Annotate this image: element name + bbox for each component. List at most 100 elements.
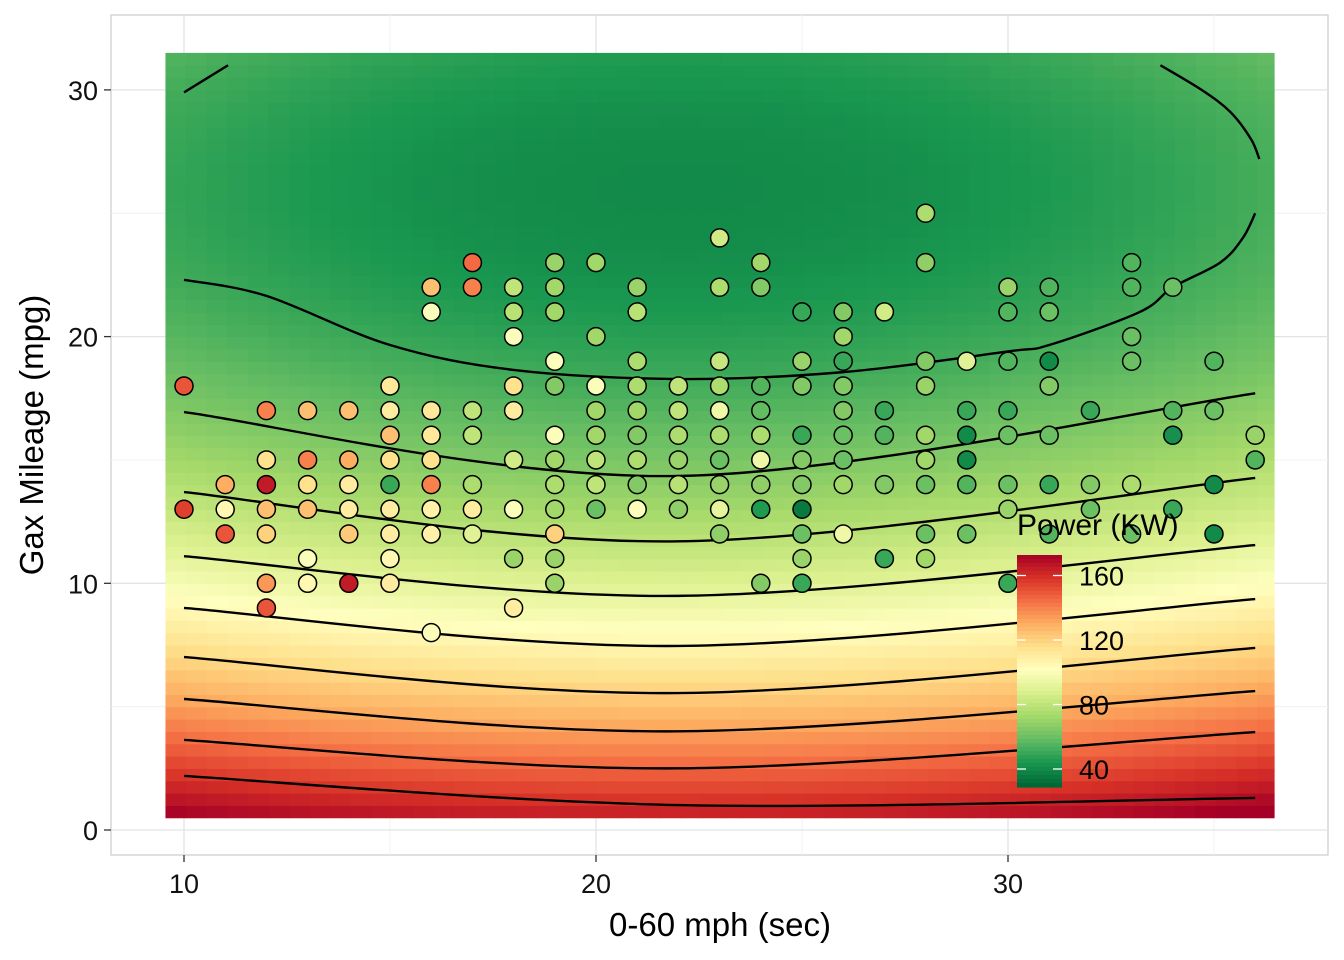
surface-cell [165, 324, 187, 338]
surface-cell [886, 77, 908, 91]
surface-cell [742, 163, 764, 177]
surface-cell [701, 718, 723, 732]
surface-cell [1195, 422, 1217, 436]
surface-cell [536, 324, 558, 338]
surface-cell [1092, 213, 1114, 227]
surface-cell [701, 731, 723, 745]
surface-cell [515, 65, 537, 79]
surface-cell [453, 459, 476, 473]
surface-cell [412, 114, 434, 128]
surface-cell [1092, 780, 1114, 794]
surface-cell [968, 89, 991, 103]
surface-cell [289, 768, 311, 782]
surface-cell [989, 459, 1011, 473]
surface-cell [783, 657, 805, 671]
surface-cell [1174, 385, 1197, 399]
surface-cell [680, 151, 702, 165]
surface-cell [762, 706, 785, 720]
surface-cell [598, 780, 620, 794]
surface-cell [1113, 607, 1135, 621]
surface-cell [1154, 755, 1176, 769]
surface-cell [845, 509, 867, 523]
surface-cell [1133, 780, 1155, 794]
surface-cell [577, 558, 599, 572]
surface-cell [165, 657, 187, 671]
surface-cell [536, 706, 558, 720]
surface-cell [330, 213, 352, 227]
surface-cell [433, 250, 455, 264]
surface-cell [433, 706, 455, 720]
surface-cell [845, 102, 867, 116]
surface-cell [515, 213, 537, 227]
data-point [462, 425, 483, 446]
surface-cell [495, 706, 517, 720]
surface-cell [186, 336, 208, 350]
surface-cell [845, 114, 867, 128]
surface-cell [371, 632, 393, 646]
surface-cell [948, 299, 970, 313]
surface-cell [1174, 348, 1197, 362]
surface-cell [1030, 213, 1052, 227]
surface-cell [247, 373, 270, 387]
surface-cell [1174, 669, 1197, 683]
surface-cell [1257, 657, 1275, 671]
colorbar-segment [1017, 579, 1062, 584]
surface-cell [453, 299, 476, 313]
surface-cell [762, 311, 785, 325]
surface-cell [371, 287, 393, 301]
surface-cell [845, 805, 867, 819]
surface-cell [165, 361, 187, 375]
surface-cell [392, 237, 414, 251]
surface-cell [886, 496, 908, 510]
surface-cell [598, 102, 620, 116]
surface-cell [556, 52, 579, 66]
surface-cell [598, 188, 620, 202]
surface-cell [948, 89, 970, 103]
surface-cell [206, 558, 228, 572]
surface-cell [227, 743, 249, 757]
surface-cell [536, 188, 558, 202]
surface-cell [804, 262, 826, 276]
surface-cell [515, 780, 537, 794]
surface-cell [1071, 114, 1094, 128]
surface-cell [1154, 657, 1176, 671]
surface-cell [1174, 176, 1197, 190]
surface-cell [1092, 422, 1114, 436]
surface-cell [886, 274, 908, 288]
y-axis-title: Gax Mileage (mpg) [13, 295, 50, 576]
surface-cell [474, 213, 496, 227]
surface-cell [1236, 694, 1258, 708]
surface-cell [598, 694, 620, 708]
surface-cell [680, 102, 702, 116]
surface-cell [1174, 237, 1197, 251]
surface-cell [371, 213, 393, 227]
surface-cell [289, 311, 311, 325]
surface-cell [804, 139, 826, 153]
surface-cell [659, 607, 682, 621]
surface-cell [268, 755, 290, 769]
surface-cell [721, 780, 743, 794]
surface-cell [247, 311, 270, 325]
surface-cell [495, 694, 517, 708]
surface-cell [392, 102, 414, 116]
surface-cell [165, 792, 187, 806]
surface-cell [412, 792, 434, 806]
surface-cell [865, 200, 888, 214]
surface-cell [289, 595, 311, 609]
surface-cell [1236, 718, 1258, 732]
surface-cell [165, 102, 187, 116]
surface-cell [577, 77, 599, 91]
surface-cell [453, 607, 476, 621]
colorbar-segment [1017, 755, 1062, 760]
data-point [1039, 425, 1059, 446]
surface-cell [804, 176, 826, 190]
data-point [998, 425, 1018, 446]
surface-cell [392, 250, 414, 264]
surface-cell [330, 657, 352, 671]
surface-cell [371, 52, 393, 66]
colorbar-segment [1017, 559, 1062, 564]
data-point [545, 450, 565, 470]
surface-cell [227, 422, 249, 436]
surface-cell [639, 632, 661, 646]
surface-cell [659, 102, 682, 116]
